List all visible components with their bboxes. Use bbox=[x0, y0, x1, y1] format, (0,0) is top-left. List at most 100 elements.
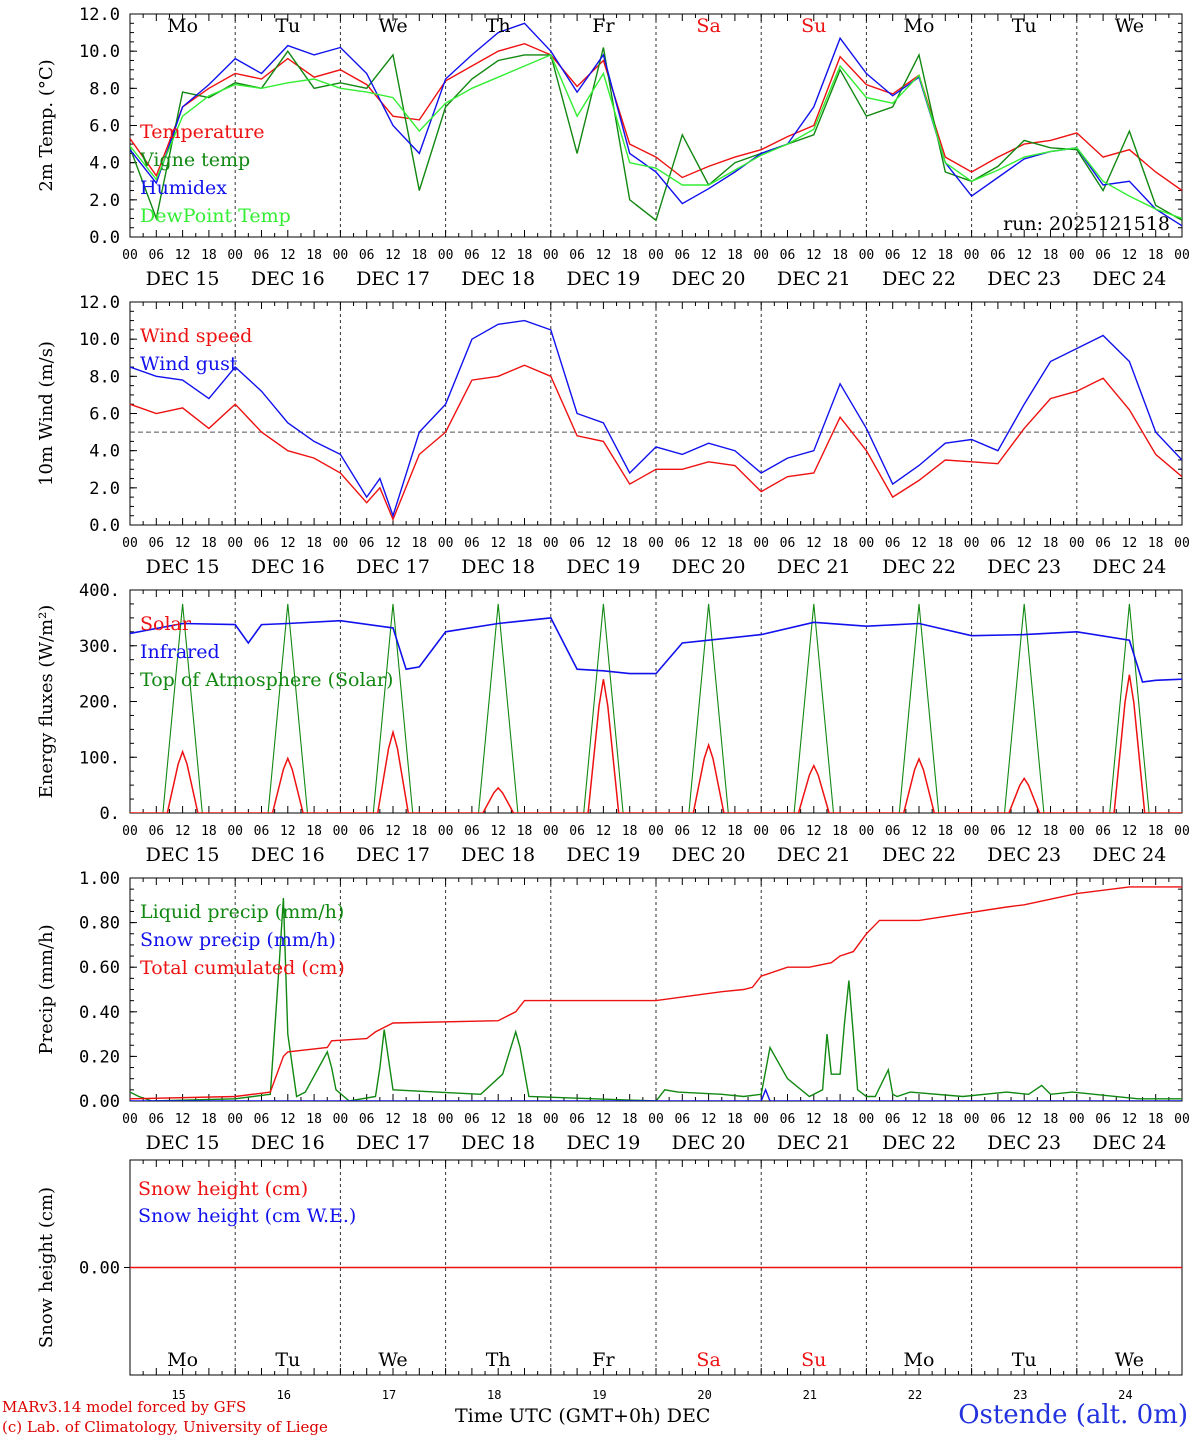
x-hour-label: 06 bbox=[359, 1112, 375, 1127]
x-hour-label: 12 bbox=[175, 248, 191, 263]
weekday-label: Mo bbox=[167, 15, 198, 37]
y-tick-label: 1.00 bbox=[79, 869, 120, 889]
x-hour-label: 00 bbox=[227, 824, 243, 839]
x-date-label: DEC 24 bbox=[1092, 1132, 1166, 1154]
x-hour-label: 00 bbox=[1069, 536, 1085, 551]
y-axis-label: 2m Temp. (°C) bbox=[36, 59, 57, 191]
x-hour-label: 18 bbox=[622, 1112, 638, 1127]
series-dewpoint-temp bbox=[130, 53, 1182, 220]
y-tick-label: 2.0 bbox=[89, 191, 120, 211]
x-hour-label: 18 bbox=[727, 1112, 743, 1127]
x-date-label: DEC 17 bbox=[356, 556, 430, 578]
x-hour-label: 18 bbox=[937, 824, 953, 839]
x-hour-label: 12 bbox=[806, 824, 822, 839]
x-hour-label: 18 bbox=[517, 536, 533, 551]
x-hour-label: 12 bbox=[911, 248, 927, 263]
x-hour-label: 06 bbox=[780, 536, 796, 551]
x-hour-label: 06 bbox=[885, 248, 901, 263]
x-hour-label: 12 bbox=[806, 536, 822, 551]
x-date-label: DEC 24 bbox=[1092, 556, 1166, 578]
legend-snow-height-cm-w-e-: Snow height (cm W.E.) bbox=[138, 1205, 356, 1227]
legend-humidex: Humidex bbox=[140, 177, 227, 199]
x-hour-label: 18 bbox=[937, 536, 953, 551]
legend-wind-gust: Wind gust bbox=[140, 353, 238, 375]
series-snow-precip-mm-h- bbox=[130, 1087, 1182, 1101]
x-hour-label: 18 bbox=[201, 1112, 217, 1127]
x-hour-label: 12 bbox=[701, 824, 717, 839]
series-wind-speed bbox=[130, 364, 1182, 522]
x-hour-label: 12 bbox=[175, 536, 191, 551]
x-hour-label: 06 bbox=[569, 824, 585, 839]
x-hour-label: 18 bbox=[832, 248, 848, 263]
legend-snow-precip-mm-h-: Snow precip (mm/h) bbox=[140, 929, 336, 951]
x-hour-label: 12 bbox=[701, 536, 717, 551]
x-hour-label: 12 bbox=[701, 248, 717, 263]
x-hour-label: 06 bbox=[254, 536, 270, 551]
x-hour-label: 00 bbox=[1069, 248, 1085, 263]
x-hour-label: 06 bbox=[990, 248, 1006, 263]
x-hour-label: 18 bbox=[1043, 1112, 1059, 1127]
x-date-label: DEC 20 bbox=[672, 556, 746, 578]
x-hour-label: 12 bbox=[596, 1112, 612, 1127]
x-hour-label: 12 bbox=[1122, 1112, 1138, 1127]
x-hour-label: 12 bbox=[1016, 824, 1032, 839]
x-hour-label: 00 bbox=[543, 824, 559, 839]
x-hour-label: 06 bbox=[569, 536, 585, 551]
x-hour-label: 12 bbox=[701, 1112, 717, 1127]
x-hour-label: 18 bbox=[411, 248, 427, 263]
x-axis-title-text: Time UTC (GMT+0h) bbox=[455, 1405, 661, 1427]
x-hour-label: 06 bbox=[148, 1112, 164, 1127]
x-hour-label: 00 bbox=[1174, 248, 1190, 263]
x-hour-label: 00 bbox=[964, 824, 980, 839]
x-hour-label: 00 bbox=[227, 1112, 243, 1127]
x-hour-label: 00 bbox=[227, 248, 243, 263]
y-axis-label: Energy fluxes (W/m²) bbox=[36, 605, 57, 799]
x-hour-label: 12 bbox=[490, 1112, 506, 1127]
y-axis-label: Snow height (cm) bbox=[36, 1187, 57, 1348]
x-hour-label: 18 bbox=[622, 824, 638, 839]
y-tick-label: 8.0 bbox=[89, 367, 120, 387]
x-hour-label: 00 bbox=[438, 824, 454, 839]
x-hour-label: 06 bbox=[254, 824, 270, 839]
panel-precip bbox=[129, 877, 1183, 1102]
x-hour-label: 12 bbox=[911, 1112, 927, 1127]
series-solar bbox=[130, 674, 1182, 813]
x-hour-label: 00 bbox=[648, 248, 664, 263]
x-hour-label: 18 bbox=[201, 536, 217, 551]
x-hour-label: 06 bbox=[990, 1112, 1006, 1127]
x-hour-label: 06 bbox=[148, 248, 164, 263]
x-hour-label: 00 bbox=[753, 248, 769, 263]
y-tick-label: 100. bbox=[79, 748, 120, 768]
x-hour-label: 06 bbox=[359, 536, 375, 551]
day-number-label: 19 bbox=[592, 1388, 606, 1402]
x-date-label: DEC 20 bbox=[672, 268, 746, 290]
x-hour-label: 00 bbox=[859, 248, 875, 263]
x-hour-label: 12 bbox=[490, 824, 506, 839]
y-tick-label: 200. bbox=[79, 693, 120, 713]
panel-snow bbox=[124, 1159, 1183, 1376]
x-hour-label: 12 bbox=[911, 824, 927, 839]
day-number-label: 23 bbox=[1013, 1388, 1027, 1402]
x-date-label: DEC 22 bbox=[882, 844, 956, 866]
x-hour-label: 18 bbox=[1043, 536, 1059, 551]
x-date-label: DEC 18 bbox=[461, 268, 535, 290]
y-tick-label: 300. bbox=[79, 637, 120, 657]
x-hour-label: 12 bbox=[806, 1112, 822, 1127]
x-date-label: DEC 23 bbox=[987, 268, 1061, 290]
x-date-label: DEC 16 bbox=[251, 844, 325, 866]
weekday-label: Fr bbox=[592, 1349, 615, 1371]
y-tick-label: 10.0 bbox=[79, 42, 120, 62]
x-date-label: DEC 18 bbox=[461, 1132, 535, 1154]
x-date-label: DEC 24 bbox=[1092, 844, 1166, 866]
x-hour-label: 00 bbox=[859, 824, 875, 839]
x-hour-label: 12 bbox=[1122, 248, 1138, 263]
x-hour-label: 12 bbox=[385, 248, 401, 263]
x-hour-label: 00 bbox=[1174, 824, 1190, 839]
weekday-label: We bbox=[1115, 15, 1144, 37]
x-hour-label: 18 bbox=[1148, 536, 1164, 551]
day-number-label: 17 bbox=[382, 1388, 396, 1402]
x-hour-label: 12 bbox=[1122, 536, 1138, 551]
x-hour-label: 18 bbox=[517, 248, 533, 263]
x-hour-label: 18 bbox=[306, 536, 322, 551]
x-hour-label: 18 bbox=[306, 824, 322, 839]
